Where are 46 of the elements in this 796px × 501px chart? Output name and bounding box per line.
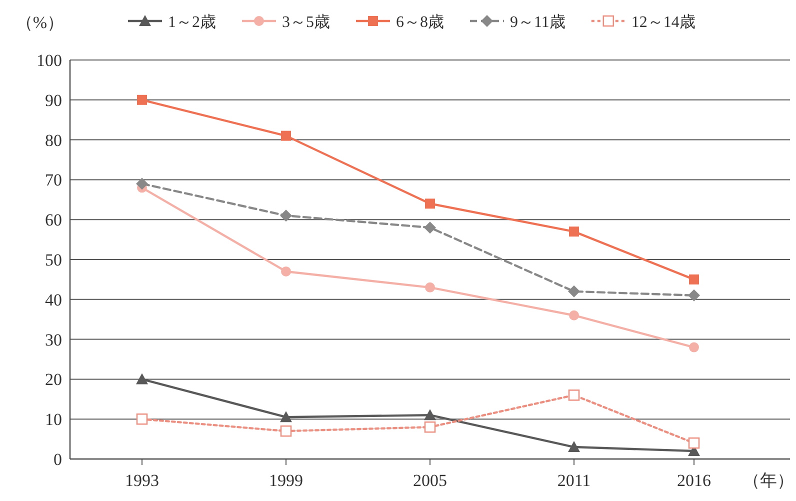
y-axis-title: （%） <box>16 13 64 32</box>
y-tick-label: 0 <box>54 450 62 469</box>
point <box>425 198 435 209</box>
x-tick-label: 2005 <box>413 471 447 490</box>
x-tick-label: 2011 <box>557 471 591 490</box>
legend-label: 9～11歳 <box>510 13 566 31</box>
point <box>281 266 291 276</box>
x-tick-label: 1999 <box>269 471 303 490</box>
point <box>136 373 148 384</box>
point <box>689 274 699 284</box>
x-tick-label: 2016 <box>677 471 711 490</box>
point <box>424 421 436 433</box>
point <box>280 210 292 222</box>
point <box>136 413 148 425</box>
legend-label: 6～8歳 <box>396 13 444 31</box>
y-tick-label: 60 <box>45 210 62 230</box>
point <box>689 342 699 352</box>
point <box>688 289 700 302</box>
point <box>281 130 291 141</box>
y-tick-label: 50 <box>45 250 62 270</box>
point <box>569 226 579 237</box>
y-tick-label: 90 <box>45 90 62 110</box>
y-tick-label: 10 <box>45 410 62 430</box>
point <box>425 282 435 292</box>
point <box>569 310 579 320</box>
point <box>568 390 580 401</box>
y-tick-label: 100 <box>36 51 62 70</box>
point <box>137 94 147 105</box>
point <box>568 441 580 452</box>
point <box>280 411 292 422</box>
point <box>688 437 700 449</box>
x-tick-label: 1993 <box>125 471 159 490</box>
legend-label: 1～2歳 <box>168 13 216 31</box>
y-tick-label: 40 <box>45 290 62 310</box>
point <box>568 285 580 298</box>
point <box>424 222 436 234</box>
y-tick-label: 30 <box>45 330 62 350</box>
y-tick-label: 80 <box>45 130 62 150</box>
x-axis-title: （年） <box>743 471 794 490</box>
point <box>280 425 292 437</box>
legend-label: 12～14歳 <box>631 13 696 31</box>
legend-label: 3～5歳 <box>282 13 330 31</box>
point <box>136 178 148 190</box>
y-tick-label: 70 <box>45 170 62 190</box>
y-tick-label: 20 <box>45 370 62 390</box>
point <box>424 409 436 420</box>
